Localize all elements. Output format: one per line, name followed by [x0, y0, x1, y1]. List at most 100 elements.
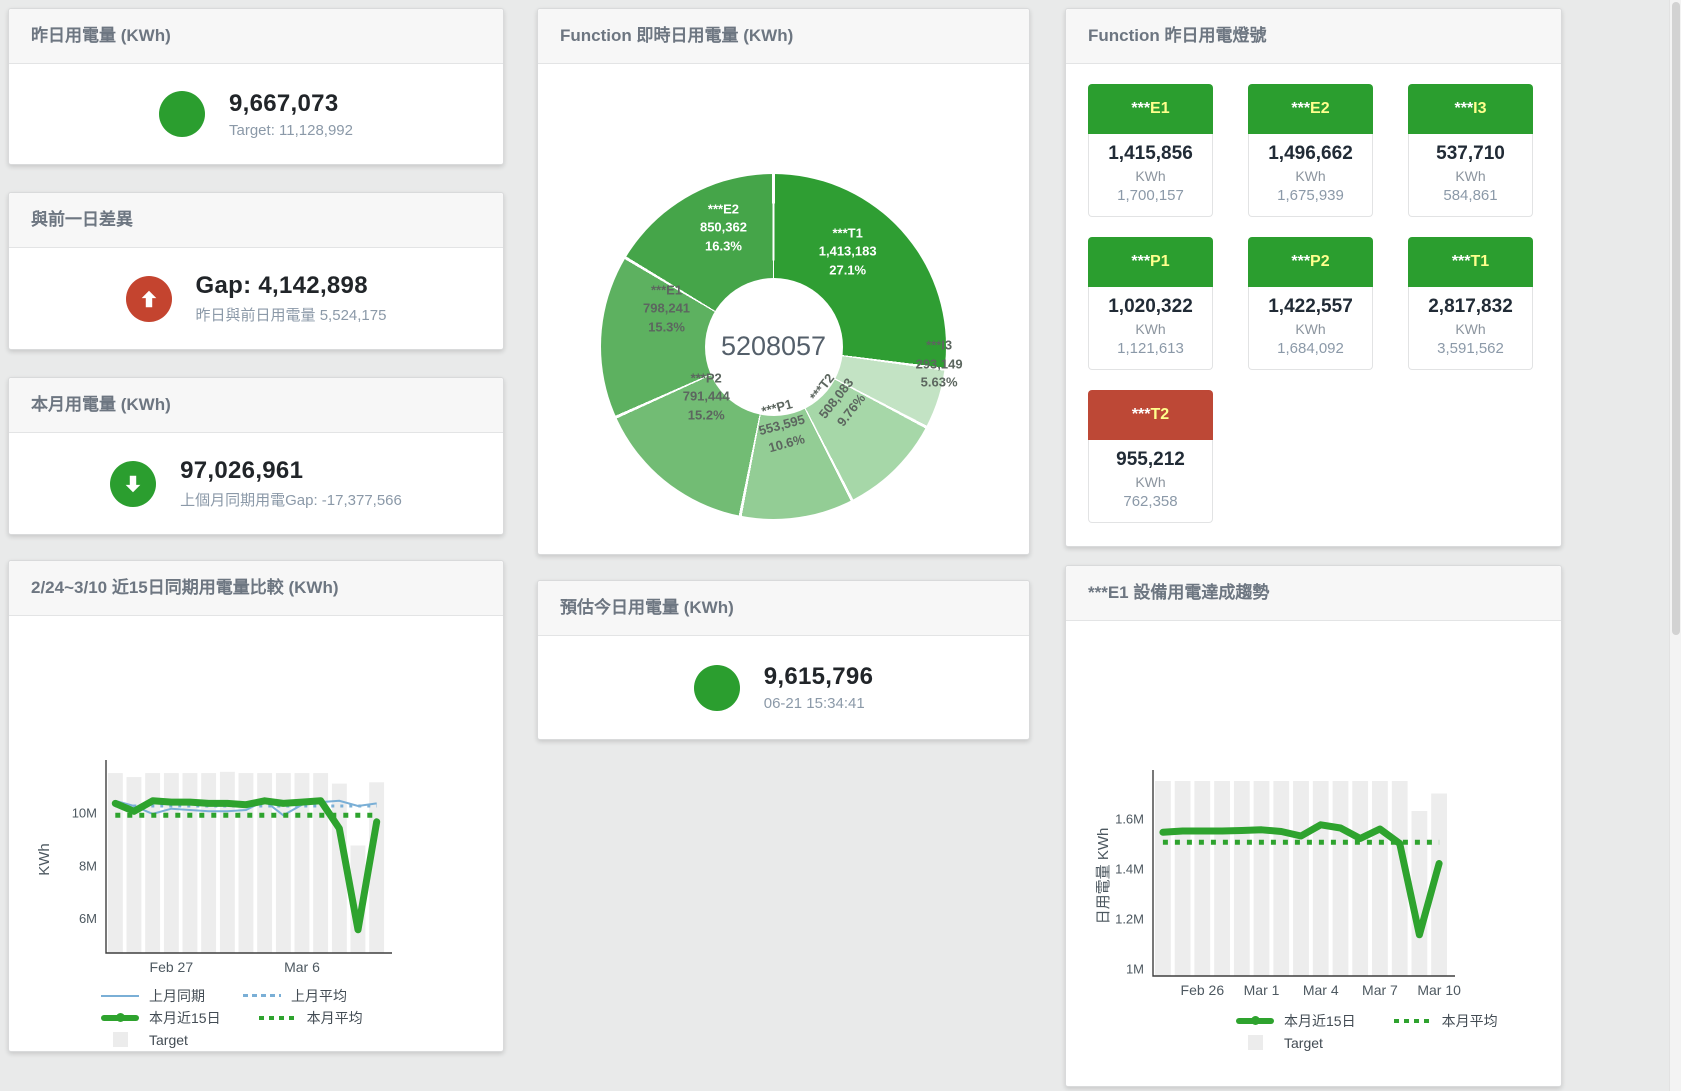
- light-tile-header: *** E1: [1088, 84, 1213, 135]
- legend-label: 上月平均: [291, 987, 347, 1004]
- scrollbar-thumb[interactable]: [1672, 2, 1680, 635]
- card-title: Function 即時日用電量 (KWh): [538, 9, 1029, 65]
- svg-text:6M: 6M: [79, 911, 97, 926]
- legend-label: 本月近15日: [149, 1009, 221, 1026]
- legend-item: 上月平均: [243, 988, 347, 1003]
- usage-value: 9,667,073: [229, 89, 339, 117]
- legend-item: 上月同期: [101, 988, 205, 1003]
- target-box-swatch-icon: [101, 1032, 139, 1048]
- tile-target: 1,675,939: [1277, 187, 1344, 205]
- legend-label: 本月平均: [1441, 1012, 1498, 1029]
- legend-label: 本月近15日: [1284, 1012, 1356, 1029]
- light-tile-body: 2,817,832 KWh 3,591,562: [1408, 287, 1533, 371]
- trend-chart: 1M 1.2M 1.4M 1.6M 日用電量 KWh Feb 26 Mar 1 Mar 4 Ma…: [1066, 621, 1561, 998]
- light-tile-header: *** I3: [1408, 84, 1533, 135]
- green-thick-swatch-icon: [101, 1010, 139, 1025]
- tile-value: 1,020,322: [1108, 296, 1193, 318]
- legend-label: 上月同期: [149, 987, 205, 1004]
- card-title: 本月用電量 (KWh): [9, 378, 503, 434]
- tile-value: 1,422,557: [1268, 296, 1353, 318]
- svg-text:8M: 8M: [79, 859, 97, 874]
- card-title: 昨日用電量 (KWh): [9, 9, 503, 65]
- compare-chart: 6M 8M 10M KWh Feb 27 Mar 6: [9, 616, 503, 978]
- tile-target: 1,700,157: [1117, 187, 1184, 205]
- status-circle-icon: [693, 664, 740, 711]
- light-tile-header: *** P1: [1088, 237, 1213, 288]
- tile-target: 1,121,613: [1117, 340, 1184, 358]
- tile-unit: KWh: [1455, 168, 1486, 185]
- svg-text:Feb 27: Feb 27: [150, 959, 194, 975]
- donut-slice-label: ***E1 798,241 15.3%: [643, 282, 691, 335]
- donut-slice-label: ***E2 850,362 16.3%: [699, 201, 747, 254]
- tile-value: 2,817,832: [1428, 296, 1513, 318]
- legend-label: Target: [1284, 1034, 1323, 1051]
- tile-value: 537,710: [1436, 143, 1505, 165]
- legend-item: Target: [1236, 1034, 1323, 1051]
- svg-text:1M: 1M: [1126, 962, 1144, 977]
- estimate-value: 9,615,796: [763, 663, 874, 691]
- card-title: ***E1 設備用電達成趨勢: [1066, 566, 1561, 622]
- tile-value: 1,415,856: [1108, 143, 1193, 165]
- light-tile-body: 1,020,322 KWh 1,121,613: [1088, 287, 1213, 371]
- svg-text:Mar 7: Mar 7: [1362, 982, 1398, 998]
- month-usage-card: 本月用電量 (KWh) 97,026,961 上個月同期用電Gap: -17,3…: [8, 377, 504, 535]
- green-thick-swatch-icon: [1236, 1013, 1274, 1028]
- legend-item: 本月平均: [1393, 1012, 1498, 1029]
- svg-text:Mar 10: Mar 10: [1417, 982, 1461, 998]
- tile-value: 955,212: [1116, 449, 1185, 471]
- estimate-timestamp: 06-21 15:34:41: [763, 695, 865, 713]
- tile-unit: KWh: [1295, 321, 1326, 338]
- donut-slice-label: ***P2 791,444 15.2%: [682, 370, 730, 423]
- tile-unit: KWh: [1135, 474, 1166, 491]
- compare-chart-card: 2/24~3/10 近15日同期用電量比較 (KWh) 6M 8M 10M KWh Fe…: [8, 560, 504, 1052]
- svg-text:Feb 26: Feb 26: [1181, 982, 1225, 998]
- trend-chart-card: ***E1 設備用電達成趨勢 1M 1.2M 1.4M 1.6M 日用電量 KWh Feb…: [1065, 565, 1562, 1087]
- scrollbar[interactable]: [1669, 0, 1681, 1091]
- usage-target: Target: 11,128,992: [229, 121, 353, 139]
- estimate-today-card: 預估今日用電量 (KWh) 9,615,796 06-21 15:34:41: [537, 580, 1030, 740]
- tile-unit: KWh: [1455, 321, 1486, 338]
- svg-text:Mar 6: Mar 6: [284, 959, 320, 975]
- svg-text:1.4M: 1.4M: [1115, 862, 1144, 877]
- svg-text:Mar 4: Mar 4: [1303, 982, 1339, 998]
- light-tile: *** I3 537,710 KWh 584,861: [1408, 84, 1533, 218]
- svg-text:KWh: KWh: [36, 844, 53, 877]
- donut-slice-label: ***I3 293,149 5.63%: [915, 337, 963, 390]
- light-tiles-grid: *** E1 1,415,856 KWh 1,700,157 *** E2 1,496,662…: [1066, 64, 1561, 543]
- lights-card: Function 昨日用電燈號 *** E1 1,415,856 KWh 1,700,1…: [1065, 8, 1562, 547]
- month-value: 97,026,961: [180, 457, 304, 485]
- svg-text:1.2M: 1.2M: [1115, 912, 1144, 927]
- tile-target: 584,861: [1443, 187, 1498, 205]
- gap-subtitle: 昨日與前日用電量 5,524,175: [195, 307, 387, 325]
- legend-label: 本月平均: [306, 1009, 363, 1026]
- tile-target: 762,358: [1123, 493, 1178, 511]
- svg-text:Mar 1: Mar 1: [1244, 982, 1280, 998]
- legend-item: Target: [101, 1031, 188, 1048]
- gap-value: Gap: 4,142,898: [195, 272, 368, 300]
- realtime-donut-card: Function 即時日用電量 (KWh) 5208057 ***T1 1,413…: [537, 8, 1030, 555]
- light-tile: *** E1 1,415,856 KWh 1,700,157: [1088, 84, 1213, 218]
- donut-slice-label: ***T1 1,413,183 27.1%: [818, 225, 877, 278]
- light-tile: *** E2 1,496,662 KWh 1,675,939: [1248, 84, 1373, 218]
- donut-chart: 5208057 ***T1 1,413,183 27.1% ***I3 293,149 5…: [601, 174, 963, 520]
- blue-line-swatch-icon: [101, 988, 139, 1003]
- legend-item: 本月平均: [258, 1009, 363, 1026]
- tile-value: 1,496,662: [1268, 143, 1353, 165]
- trend-legend: 本月近15日 本月平均 Target: [1236, 1012, 1561, 1051]
- light-tile-body: 1,422,557 KWh 1,684,092: [1248, 287, 1373, 371]
- legend-item: 本月近15日: [1236, 1013, 1356, 1028]
- light-tile-body: 1,496,662 KWh 1,675,939: [1248, 134, 1373, 218]
- light-tile: *** P1 1,020,322 KWh 1,121,613: [1088, 237, 1213, 371]
- card-title: 2/24~3/10 近15日同期用電量比較 (KWh): [9, 561, 503, 617]
- green-dot-swatch-icon: [258, 1010, 297, 1025]
- light-tile-body: 1,415,856 KWh 1,700,157: [1088, 134, 1213, 218]
- blue-dash-swatch-icon: [243, 988, 281, 1003]
- light-tile-body: 955,212 KWh 762,358: [1088, 440, 1213, 524]
- green-dot-swatch-icon: [1393, 1013, 1432, 1028]
- svg-text:10M: 10M: [72, 806, 97, 821]
- light-tile-body: 537,710 KWh 584,861: [1408, 134, 1533, 218]
- light-tile: *** T2 955,212 KWh 762,358: [1088, 390, 1213, 524]
- tile-unit: KWh: [1135, 321, 1166, 338]
- legend-label: Target: [149, 1031, 188, 1048]
- svg-text:1.6M: 1.6M: [1115, 812, 1144, 827]
